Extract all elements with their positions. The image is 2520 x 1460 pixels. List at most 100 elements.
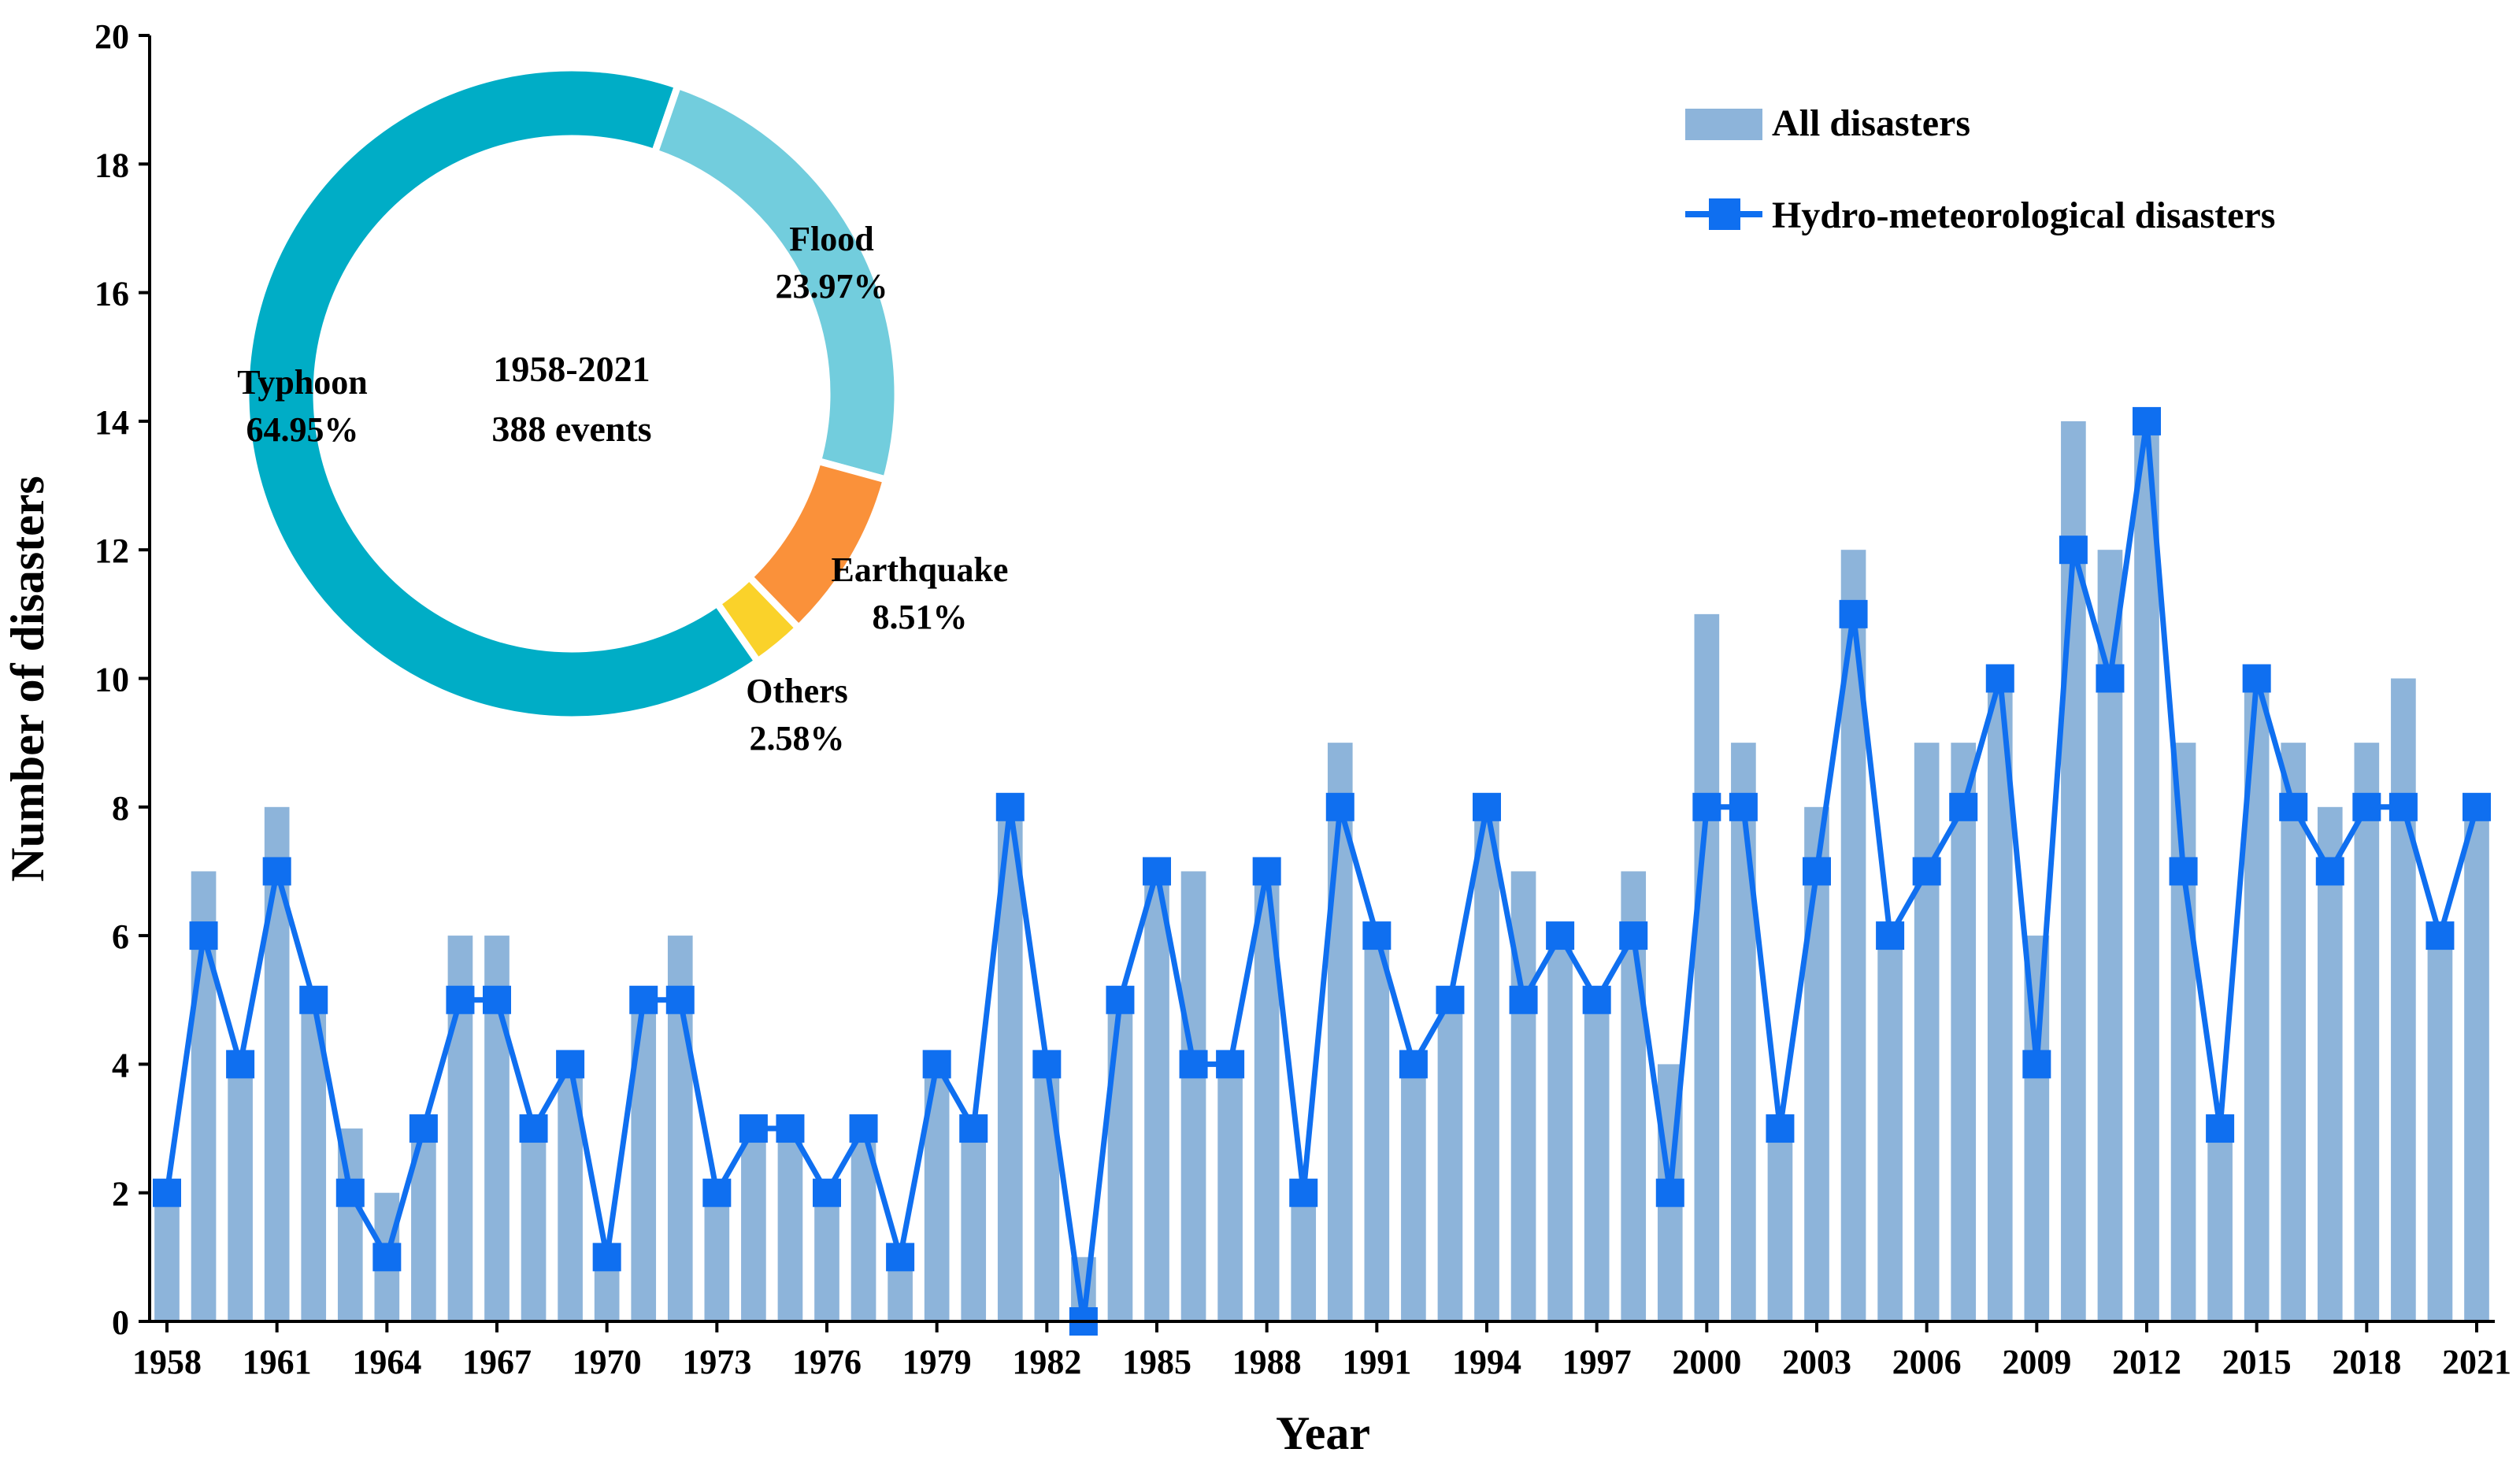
- hydro-marker-2011: [2096, 664, 2125, 693]
- bar-2017: [2317, 806, 2343, 1321]
- y-tick-label: 6: [112, 917, 129, 956]
- hydro-marker-1996: [1546, 921, 1575, 950]
- bar-1986: [1180, 871, 1206, 1321]
- donut-label-typhoon: Typhoon: [237, 363, 368, 402]
- bar-1991: [1364, 936, 1390, 1321]
- line-series-hydro-meteorological: [153, 406, 2491, 1336]
- bar-2019: [2391, 678, 2416, 1321]
- hydro-marker-2019: [2388, 792, 2418, 821]
- bar-1989: [1291, 1192, 1317, 1321]
- donut-label-others: Others: [746, 672, 848, 710]
- hydro-marker-1982: [1032, 1050, 1062, 1079]
- x-tick-label: 1988: [1232, 1343, 1302, 1381]
- hydro-marker-2012: [2133, 406, 2161, 435]
- bar-1994: [1474, 806, 1499, 1321]
- y-ticks: 0 2 4 6 8 10 12 14 16 18 20: [94, 17, 150, 1342]
- hydro-marker-1995: [1509, 985, 1538, 1014]
- donut-slice-others: [712, 572, 804, 667]
- bar-1975: [777, 1128, 803, 1321]
- hydro-marker-1998: [1619, 921, 1648, 950]
- x-tick-label: 1982: [1012, 1343, 1081, 1381]
- donut-center-events: 388 events: [491, 409, 651, 449]
- hydro-marker-1958: [153, 1178, 181, 1207]
- hydro-marker-1981: [995, 792, 1025, 821]
- x-tick-label: 2018: [2332, 1343, 2401, 1381]
- bar-1992: [1401, 1064, 1426, 1321]
- hydro-marker-1961: [262, 857, 291, 886]
- hydro-marker-2002: [1766, 1114, 1795, 1143]
- hydro-marker-1979: [922, 1050, 951, 1079]
- bar-2006: [1914, 743, 1940, 1321]
- bar-1976: [814, 1192, 839, 1321]
- legend-label-all-disasters: All disasters: [1772, 102, 1970, 144]
- bar-2020: [2427, 936, 2453, 1321]
- bar-2016: [2281, 743, 2307, 1321]
- hydro-marker-2013: [2169, 857, 2198, 886]
- hydro-marker-2003: [1803, 857, 1831, 886]
- hydro-marker-1993: [1436, 985, 1465, 1014]
- y-tick-label: 14: [94, 403, 129, 442]
- hydro-marker-1969: [556, 1050, 585, 1079]
- hydro-marker-2014: [2206, 1114, 2235, 1143]
- x-tick-label: 1967: [462, 1343, 532, 1381]
- hydro-marker-1978: [886, 1243, 915, 1272]
- hydro-marker-1965: [409, 1114, 438, 1143]
- hydro-marker-1990: [1325, 792, 1354, 821]
- x-tick-label: 2021: [2442, 1343, 2511, 1381]
- y-tick-label: 18: [94, 146, 129, 184]
- hydro-marker-2008: [1985, 664, 2014, 693]
- bar-1993: [1437, 999, 1463, 1321]
- hydro-marker-1973: [702, 1178, 732, 1207]
- bar-2002: [1767, 1128, 1793, 1321]
- hydro-marker-2020: [2426, 921, 2455, 950]
- hydro-marker-2016: [2279, 792, 2308, 821]
- bar-1995: [1510, 871, 1536, 1321]
- hydro-marker-1994: [1473, 792, 1501, 821]
- bar-2005: [1877, 936, 1903, 1321]
- x-tick-label: 2009: [2002, 1343, 2071, 1381]
- hydro-marker-2007: [1949, 792, 1978, 821]
- hydro-marker-1975: [776, 1114, 805, 1143]
- hydro-marker-1987: [1216, 1050, 1245, 1079]
- hydro-marker-2009: [2022, 1050, 2051, 1079]
- y-tick-label: 12: [94, 532, 129, 570]
- x-axis-title: Year: [1276, 1407, 1370, 1459]
- hydro-marker-1959: [189, 921, 218, 950]
- hydro-marker-1988: [1252, 857, 1281, 886]
- hydro-marker-1992: [1399, 1050, 1428, 1079]
- bar-2018: [2354, 743, 2380, 1321]
- hydro-marker-1976: [813, 1178, 841, 1207]
- bar-2013: [2170, 743, 2196, 1321]
- bar-1996: [1547, 936, 1573, 1321]
- legend-label-hydro: Hydro-meteorological disasters: [1772, 195, 2275, 236]
- y-tick-label: 0: [112, 1303, 129, 1342]
- hydro-marker-1971: [629, 985, 658, 1014]
- x-tick-label: 1973: [682, 1343, 751, 1381]
- hydro-marker-1964: [372, 1243, 402, 1272]
- bar-1987: [1217, 1064, 1243, 1321]
- bar-1980: [961, 1128, 987, 1321]
- hydro-marker-2005: [1876, 921, 1905, 950]
- bar-1982: [1034, 1064, 1060, 1321]
- hydro-marker-1997: [1582, 985, 1611, 1014]
- x-tick-label: 1979: [902, 1343, 972, 1381]
- x-tick-label: 2012: [2112, 1343, 2181, 1381]
- hydro-marker-1985: [1143, 857, 1171, 886]
- hydro-marker-1963: [335, 1178, 365, 1207]
- hydro-marker-1968: [519, 1114, 548, 1143]
- hydro-marker-2004: [1839, 599, 1868, 628]
- y-tick-label: 20: [94, 17, 129, 56]
- y-tick-label: 16: [94, 275, 129, 313]
- hydro-marker-1999: [1655, 1178, 1684, 1207]
- hydro-marker-1991: [1362, 921, 1392, 950]
- hydro-marker-2021: [2463, 792, 2491, 821]
- bar-1968: [521, 1128, 547, 1321]
- x-tick-label: 1970: [573, 1343, 642, 1381]
- bar-series-all-disasters: [154, 421, 2489, 1321]
- x-tick-label: 1991: [1342, 1343, 1411, 1381]
- hydro-marker-1986: [1179, 1050, 1208, 1079]
- hydro-marker-1980: [959, 1114, 988, 1143]
- bar-1985: [1144, 871, 1169, 1321]
